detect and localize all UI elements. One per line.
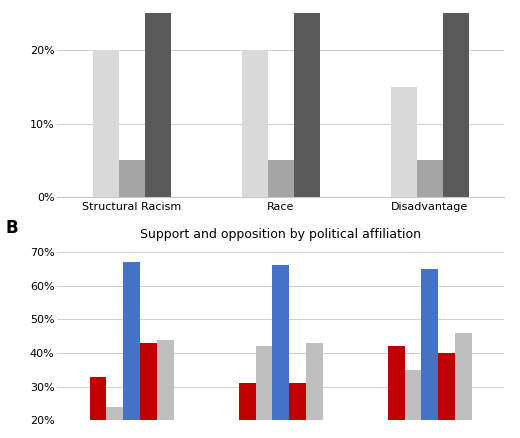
Bar (294, 0, 320, 197)
Bar (455, 333, 472, 438)
Bar (93, 50, 119, 197)
Bar (391, 87, 417, 197)
Legend: Oppose, Neither, Support: Oppose, Neither, Support (171, 268, 391, 287)
Bar (123, 262, 140, 438)
Bar (239, 383, 255, 438)
Bar (417, 160, 443, 197)
Bar (119, 160, 145, 197)
Bar (421, 269, 438, 438)
Bar (405, 370, 421, 438)
Bar (140, 343, 157, 438)
Bar (255, 346, 272, 438)
Bar (388, 346, 405, 438)
Bar (268, 160, 294, 197)
Bar (289, 383, 306, 438)
Bar (242, 50, 268, 197)
Title: Support and opposition by political affiliation: Support and opposition by political affi… (140, 228, 421, 241)
Bar (443, 0, 469, 197)
Bar (272, 265, 289, 438)
Bar (107, 407, 123, 438)
Bar (438, 353, 455, 438)
Bar (89, 377, 107, 438)
Bar (145, 0, 171, 197)
Text: B: B (5, 219, 18, 237)
Bar (306, 343, 323, 438)
Bar (157, 339, 174, 438)
